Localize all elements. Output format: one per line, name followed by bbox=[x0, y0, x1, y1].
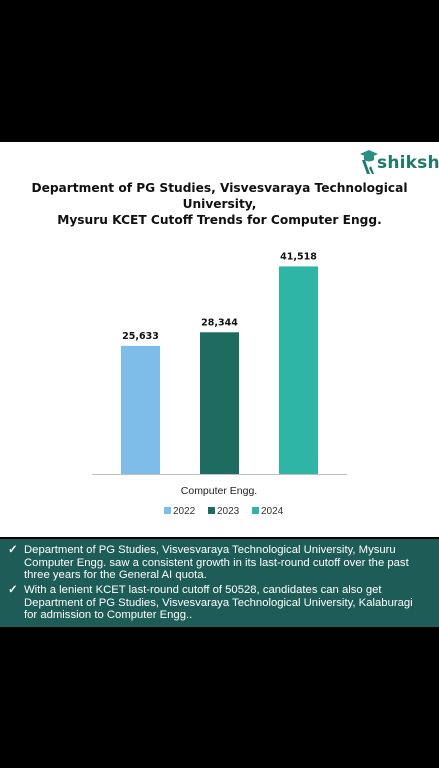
legend-swatch-2024 bbox=[252, 507, 259, 514]
legend-label-2023: 2023 bbox=[217, 506, 240, 517]
chart-title: Department of PG Studies, Visvesvaraya T… bbox=[20, 180, 419, 228]
summary-panel: ✓ Department of PG Studies, Visvesvaraya… bbox=[0, 539, 439, 627]
summary-1-line-3: three years for the General AI quota. bbox=[24, 569, 207, 581]
bar-2024 bbox=[279, 266, 318, 474]
mortarboard-icon bbox=[360, 150, 378, 174]
check-icon: ✓ bbox=[8, 584, 18, 596]
legend-label-2024: 2024 bbox=[261, 506, 284, 517]
summary-bullet-2: ✓ With a lenient KCET last-round cutoff … bbox=[8, 584, 428, 622]
legend-swatch-2022 bbox=[164, 507, 171, 514]
bar-2023 bbox=[200, 332, 239, 474]
chart-title-line-2: Mysuru KCET Cutoff Trends for Computer E… bbox=[57, 213, 382, 227]
summary-2-line-1: With a lenient KCET last-round cutoff of… bbox=[24, 584, 382, 596]
data-label-2024: 41,518 bbox=[280, 251, 317, 262]
data-label-2023: 28,344 bbox=[201, 317, 238, 328]
summary-bullet-1: ✓ Department of PG Studies, Visvesvaraya… bbox=[8, 544, 428, 582]
summary-1-line-2: Computer Engg. saw a consistent growth i… bbox=[24, 556, 409, 569]
x-tick-label: Computer Engg. bbox=[181, 485, 257, 497]
summary-2-line-3: for admission to Computer Engg.. bbox=[24, 609, 193, 621]
check-icon: ✓ bbox=[8, 544, 18, 556]
data-label-2022: 25,633 bbox=[122, 331, 159, 342]
summary-1-line-1: Department of PG Studies, Visvesvaraya T… bbox=[24, 544, 396, 556]
chart-title-line-1: Department of PG Studies, Visvesvaraya T… bbox=[31, 181, 408, 211]
bar-2022 bbox=[121, 345, 160, 474]
legend-label-2022: 2022 bbox=[173, 506, 196, 517]
legend-swatch-2023 bbox=[208, 507, 215, 514]
summary-2-line-2: Department of PG Studies, Visvesvaraya T… bbox=[24, 596, 413, 609]
brand-name: shiksha bbox=[377, 153, 439, 173]
bar-chart: 25,633 28,344 41,518 Computer Engg. 2022 2023… bbox=[92, 251, 347, 517]
shiksha-logo: shiksha bbox=[358, 148, 439, 178]
